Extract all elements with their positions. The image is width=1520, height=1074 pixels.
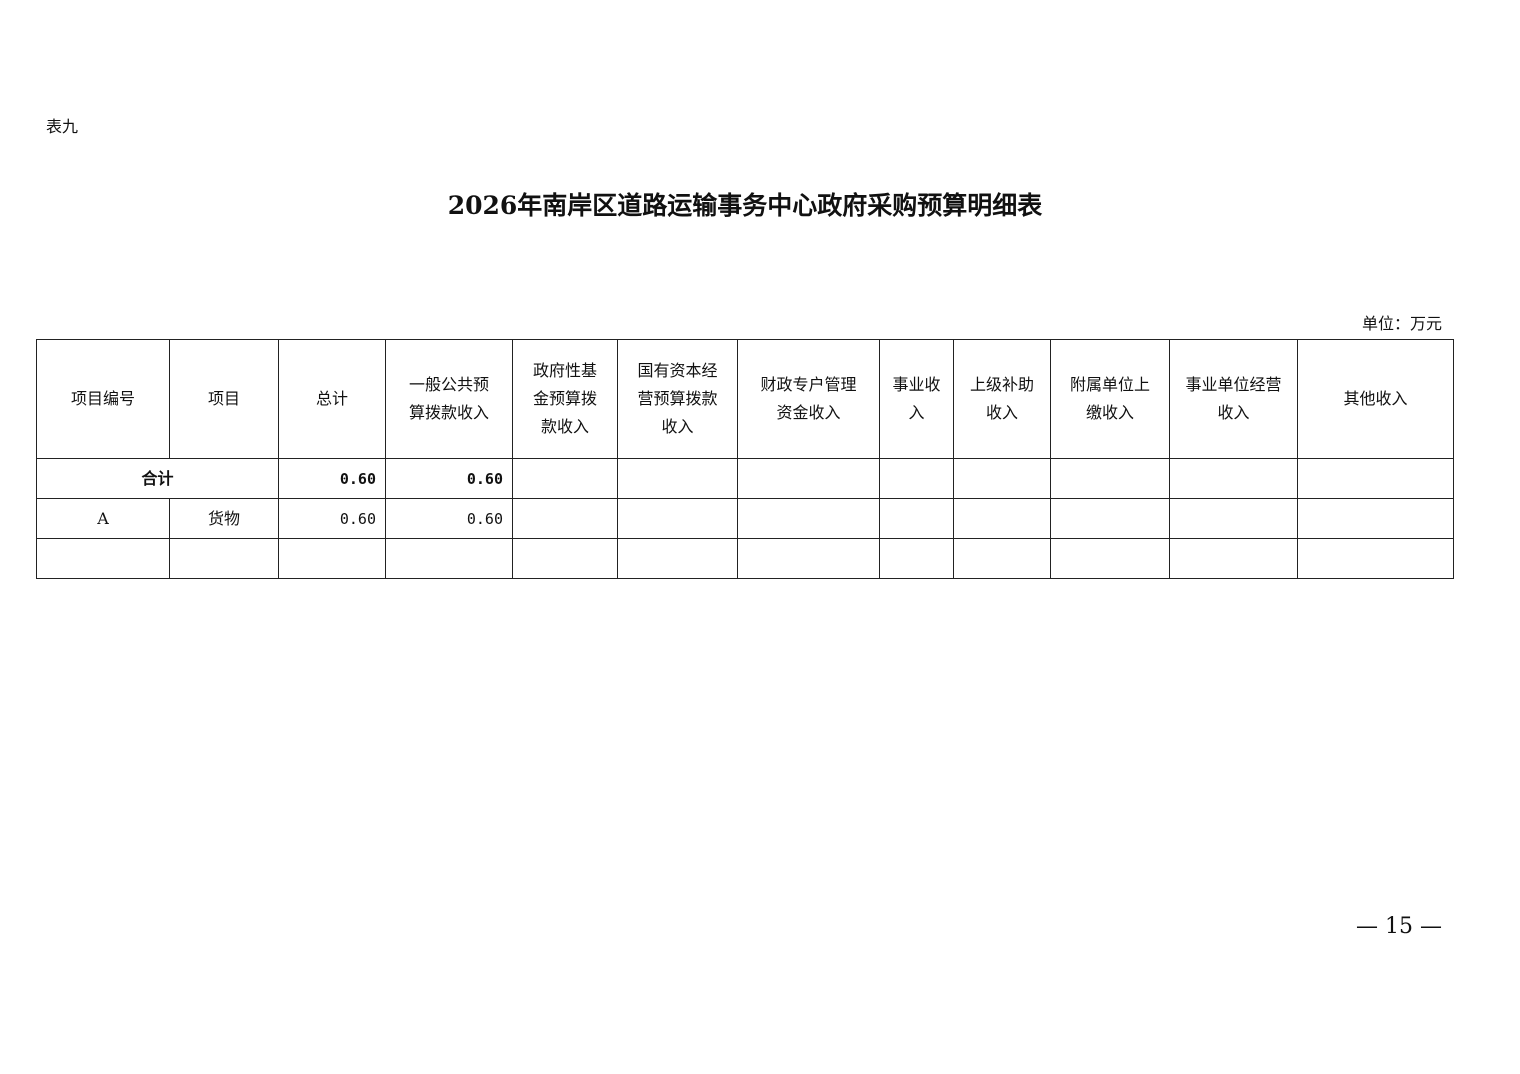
header-cell: 上级补助 收入 xyxy=(953,339,1051,459)
table-header-row: 项目编号 项目 总计 一般公共预 算拨款收入 政府性基 金预算拨 款收入 国有资… xyxy=(36,339,1454,459)
item-cell: 货物 xyxy=(169,498,279,539)
empty-cell xyxy=(1297,498,1454,539)
total-label: 合计 xyxy=(36,458,279,499)
empty-cell xyxy=(617,538,738,579)
header-cell: 政府性基 金预算拨 款收入 xyxy=(512,339,618,459)
unit-label: 单位：万元 xyxy=(1361,314,1442,333)
empty-cell xyxy=(737,538,880,579)
general-budget-cell: 0.60 xyxy=(385,458,513,499)
general-budget-cell: 0.60 xyxy=(385,498,513,539)
empty-cell xyxy=(1050,538,1170,579)
procurement-budget-table: 项目编号 项目 总计 一般公共预 算拨款收入 政府性基 金预算拨 款收入 国有资… xyxy=(36,339,1454,579)
total-cell: 0.60 xyxy=(278,498,386,539)
empty-row xyxy=(36,538,1454,579)
empty-cell xyxy=(879,498,954,539)
empty-cell xyxy=(36,538,170,579)
header-cell: 总计 xyxy=(278,339,386,459)
header-cell: 财政专户管理 资金收入 xyxy=(737,339,880,459)
empty-cell xyxy=(617,498,738,539)
empty-cell xyxy=(879,458,954,499)
header-cell: 其他收入 xyxy=(1297,339,1454,459)
empty-cell xyxy=(617,458,738,499)
header-cell: 项目编号 xyxy=(36,339,170,459)
header-cell: 国有资本经 营预算拨款 收入 xyxy=(617,339,738,459)
table-label: 表九 xyxy=(46,117,79,136)
header-cell: 项目 xyxy=(169,339,279,459)
empty-cell xyxy=(278,538,386,579)
header-cell: 事业收 入 xyxy=(879,339,954,459)
page-title: 2026年南岸区道路运输事务中心政府采购预算明细表 xyxy=(447,191,1043,220)
empty-cell xyxy=(879,538,954,579)
empty-cell xyxy=(512,538,618,579)
empty-cell xyxy=(1050,458,1170,499)
empty-cell xyxy=(953,458,1051,499)
page-number: — 15 — xyxy=(1356,914,1442,939)
empty-cell xyxy=(1297,538,1454,579)
empty-cell xyxy=(737,498,880,539)
empty-cell xyxy=(953,498,1051,539)
table-row: A 货物 0.60 0.60 xyxy=(36,498,1454,539)
header-cell: 附属单位上 缴收入 xyxy=(1050,339,1170,459)
empty-cell xyxy=(1297,458,1454,499)
empty-cell xyxy=(385,538,513,579)
empty-cell xyxy=(1169,538,1298,579)
header-cell: 事业单位经营 收入 xyxy=(1169,339,1298,459)
empty-cell xyxy=(1169,458,1298,499)
empty-cell xyxy=(1050,498,1170,539)
empty-cell xyxy=(512,458,618,499)
empty-cell xyxy=(737,458,880,499)
empty-cell xyxy=(512,498,618,539)
empty-cell xyxy=(169,538,279,579)
total-cell: 0.60 xyxy=(278,458,386,499)
total-row: 合计 0.60 0.60 xyxy=(36,458,1454,499)
empty-cell xyxy=(1169,498,1298,539)
code-cell: A xyxy=(36,498,170,539)
empty-cell xyxy=(953,538,1051,579)
header-cell: 一般公共预 算拨款收入 xyxy=(385,339,513,459)
